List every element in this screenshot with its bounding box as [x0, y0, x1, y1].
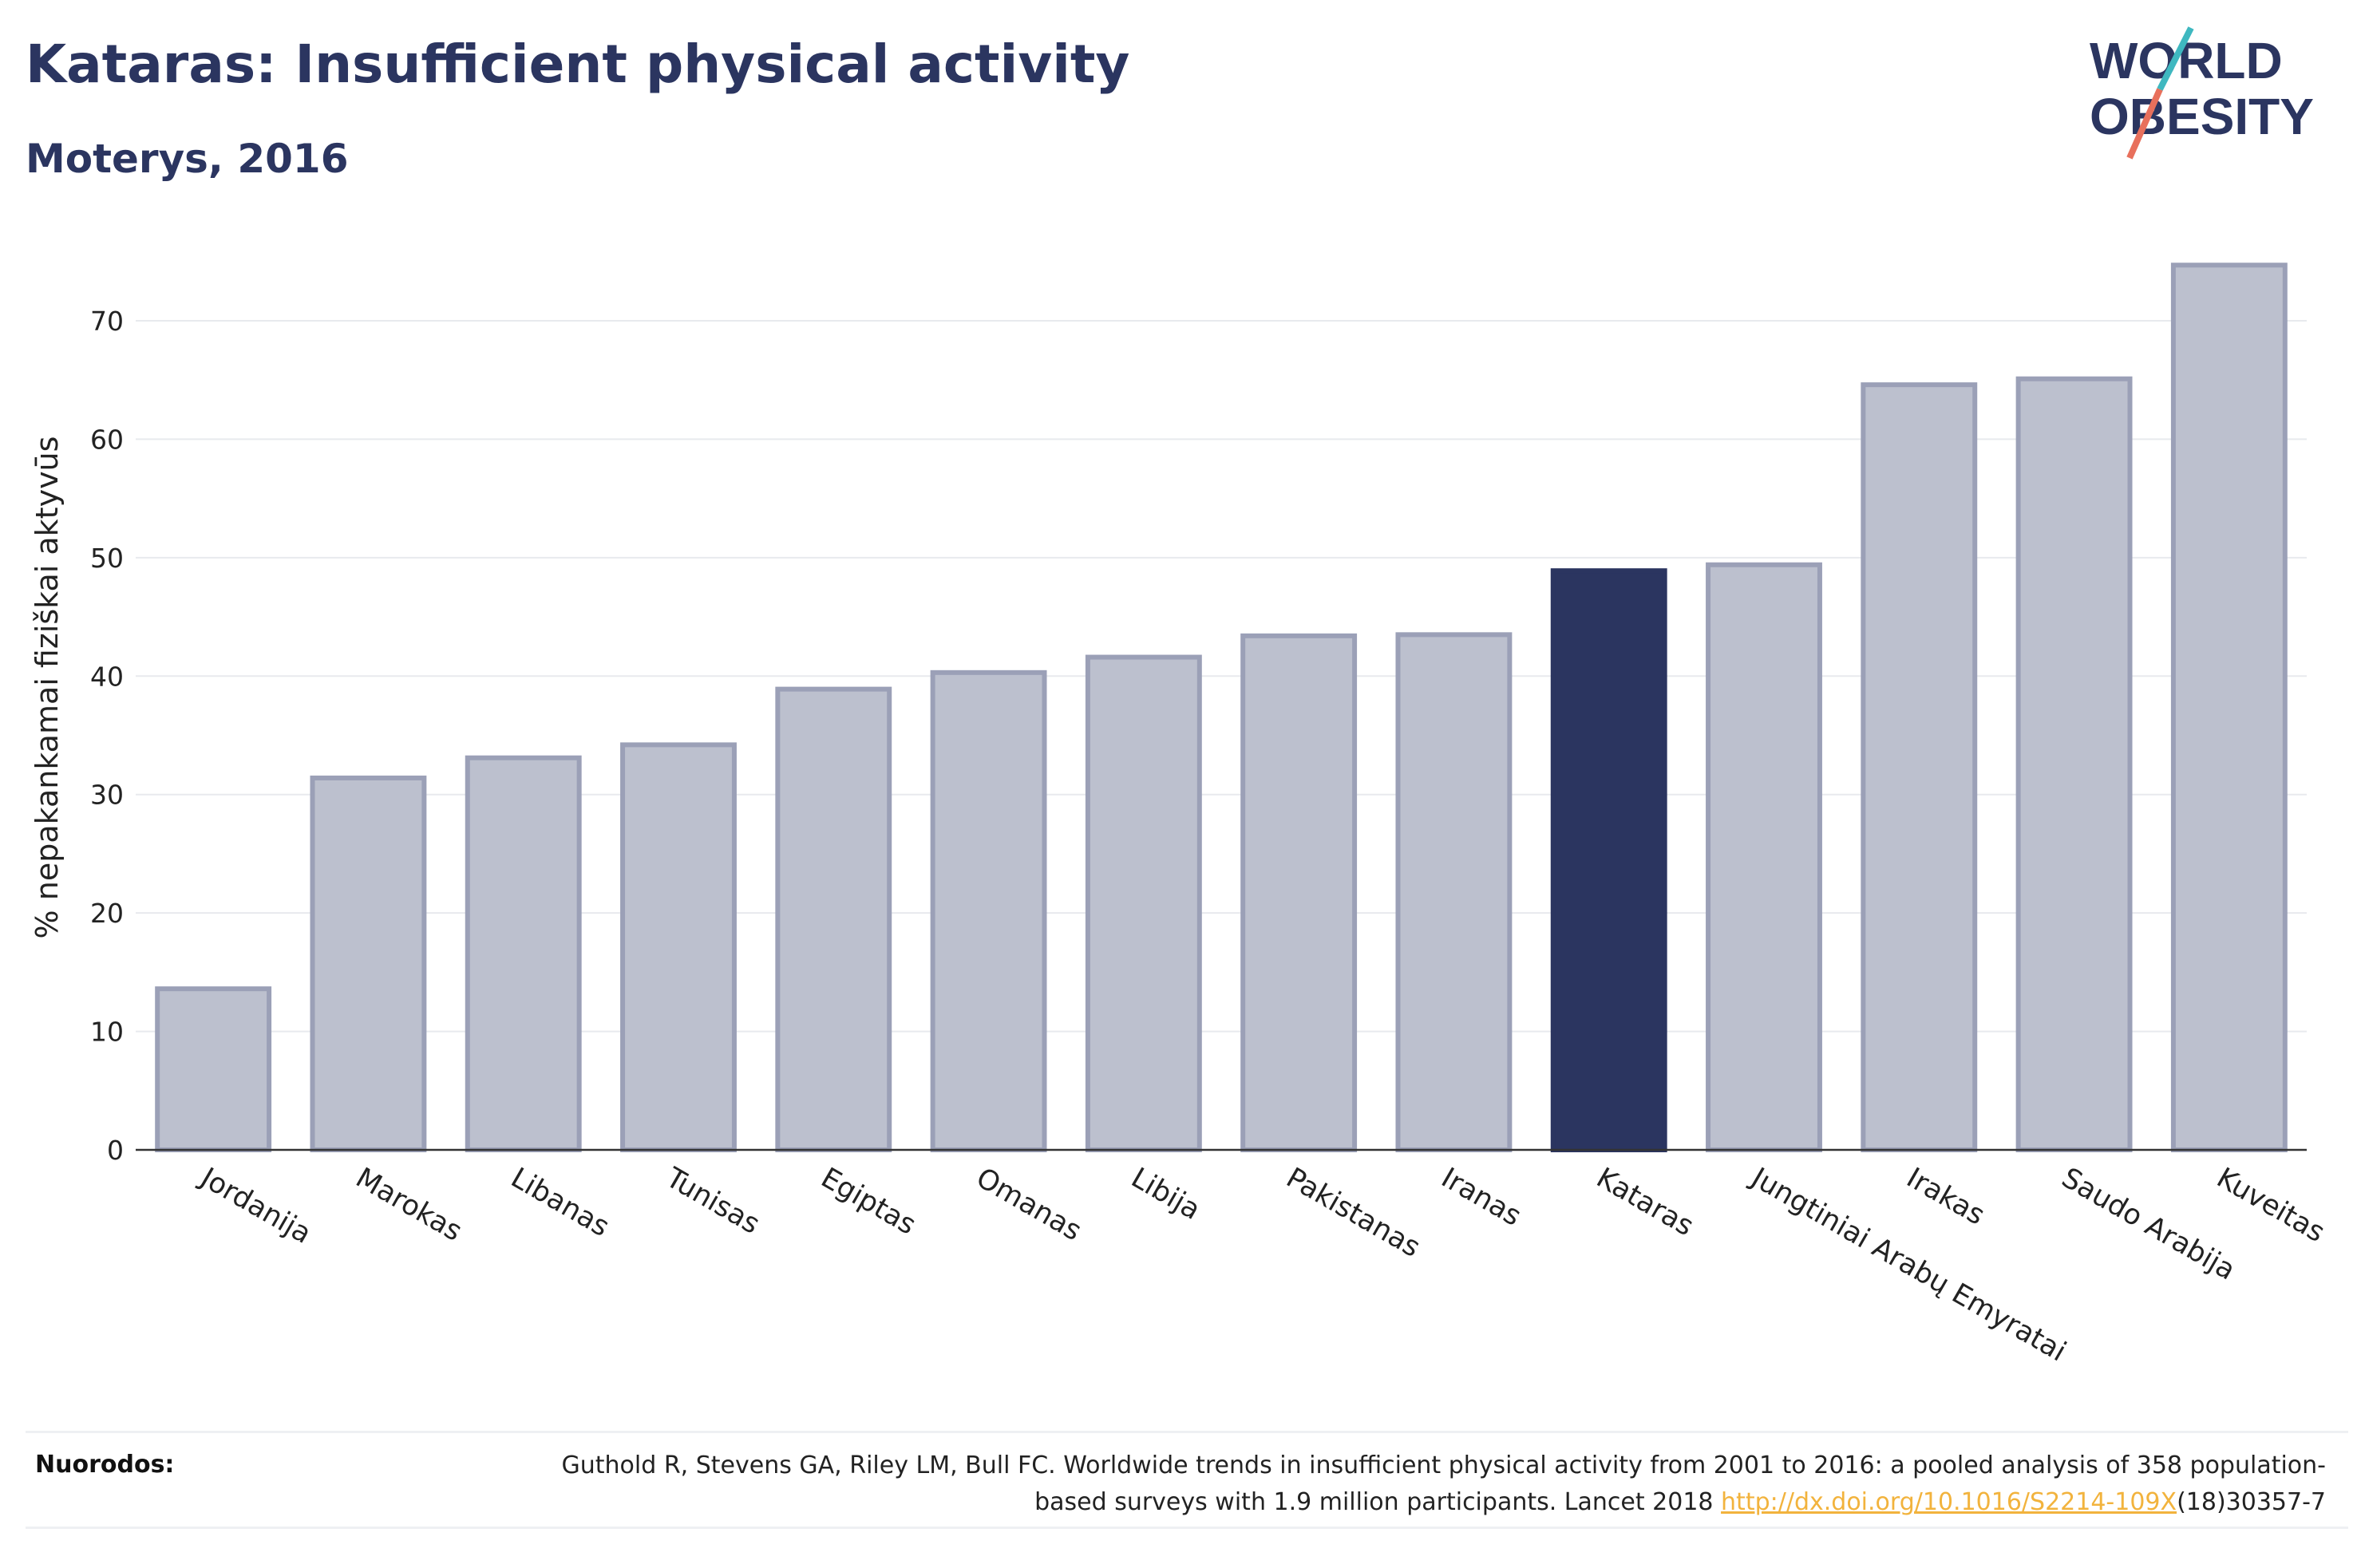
x-tick-label: Jordanija [194, 1161, 317, 1250]
references-label: Nuorodos: [35, 1451, 175, 1479]
y-tick-label: 60 [90, 424, 124, 455]
x-tick-label: Libija [1125, 1162, 1205, 1226]
y-tick-label: 10 [90, 1017, 124, 1048]
bar-jordanija [155, 986, 272, 1152]
x-tick-label: Kataras [1591, 1162, 1699, 1242]
logo-slash-bottom [2126, 88, 2163, 160]
logo-line-2: OBESITY [2090, 88, 2314, 145]
bar-saudo-arabija [2015, 376, 2133, 1153]
page-title: Kataras: Insufficient physical activity [26, 34, 1130, 95]
x-tick-label: Egiptas [816, 1162, 921, 1241]
bar-libija [1085, 654, 1202, 1152]
bar-chart: 0 10 20 30 40 50 60 70 Jordanija Marokas Libanas T… [30, 263, 2330, 1369]
x-tick-label: Libanas [505, 1162, 615, 1243]
bar-omanas [930, 669, 1047, 1152]
y-tick-label: 70 [90, 306, 124, 337]
y-tick-label: 0 [107, 1135, 124, 1166]
x-tick-label: Irakas [1901, 1162, 1990, 1231]
x-tick-label: Marokas [350, 1162, 467, 1248]
bar-kataras [1550, 568, 1667, 1152]
logo-slash-top [2157, 26, 2194, 91]
bars [155, 263, 2288, 1153]
x-tick-label: Kuveitas [2211, 1162, 2330, 1249]
references-bottom-divider [26, 1527, 2348, 1529]
bar-kuveitas [2170, 263, 2288, 1153]
bar-marokas [310, 775, 427, 1152]
bar-tunisas [620, 742, 737, 1152]
page-subtitle: Moterys, 2016 [26, 136, 349, 182]
references-doi-link[interactable]: http://dx.doi.org/10.1016/S2214-109X [1721, 1488, 2177, 1516]
x-axis-ticks: Jordanija Marokas Libanas Tunisas Egiptas Oma… [194, 1161, 2330, 1368]
y-axis-label: % nepakankamai fiziškai aktyvūs [30, 436, 65, 939]
references-citation-suffix: (18)30357-7 [2177, 1488, 2326, 1516]
references-text: Guthold R, Stevens GA, Riley LM, Bull FC… [490, 1448, 2326, 1521]
y-tick-label: 40 [90, 661, 124, 692]
x-tick-label: Tunisas [660, 1162, 765, 1241]
x-tick-label: Saudo Arabija [2056, 1162, 2240, 1286]
y-tick-label: 30 [90, 780, 124, 811]
x-tick-label: Pakistanas [1281, 1162, 1426, 1264]
y-tick-label: 50 [90, 543, 124, 574]
world-obesity-logo: WORLD OBESITY [2090, 26, 2314, 160]
references-citation: Guthold R, Stevens GA, Riley LM, Bull FC… [561, 1451, 2326, 1516]
grid-lines [136, 320, 2307, 1033]
bar-egiptas [775, 686, 892, 1152]
bar-irakas [1861, 382, 1978, 1152]
bar-iranas [1395, 632, 1513, 1152]
bar-libanas [465, 755, 582, 1152]
bar-pakistanas [1240, 633, 1358, 1152]
y-tick-label: 20 [90, 898, 124, 929]
bar-jungtiniai-arabų-emyratai [1706, 562, 1822, 1152]
x-tick-label: Omanas [971, 1162, 1087, 1247]
y-axis-ticks: 0 10 20 30 40 50 60 70 [90, 306, 124, 1166]
x-tick-label: Iranas [1436, 1162, 1527, 1233]
references-top-divider [26, 1431, 2348, 1433]
